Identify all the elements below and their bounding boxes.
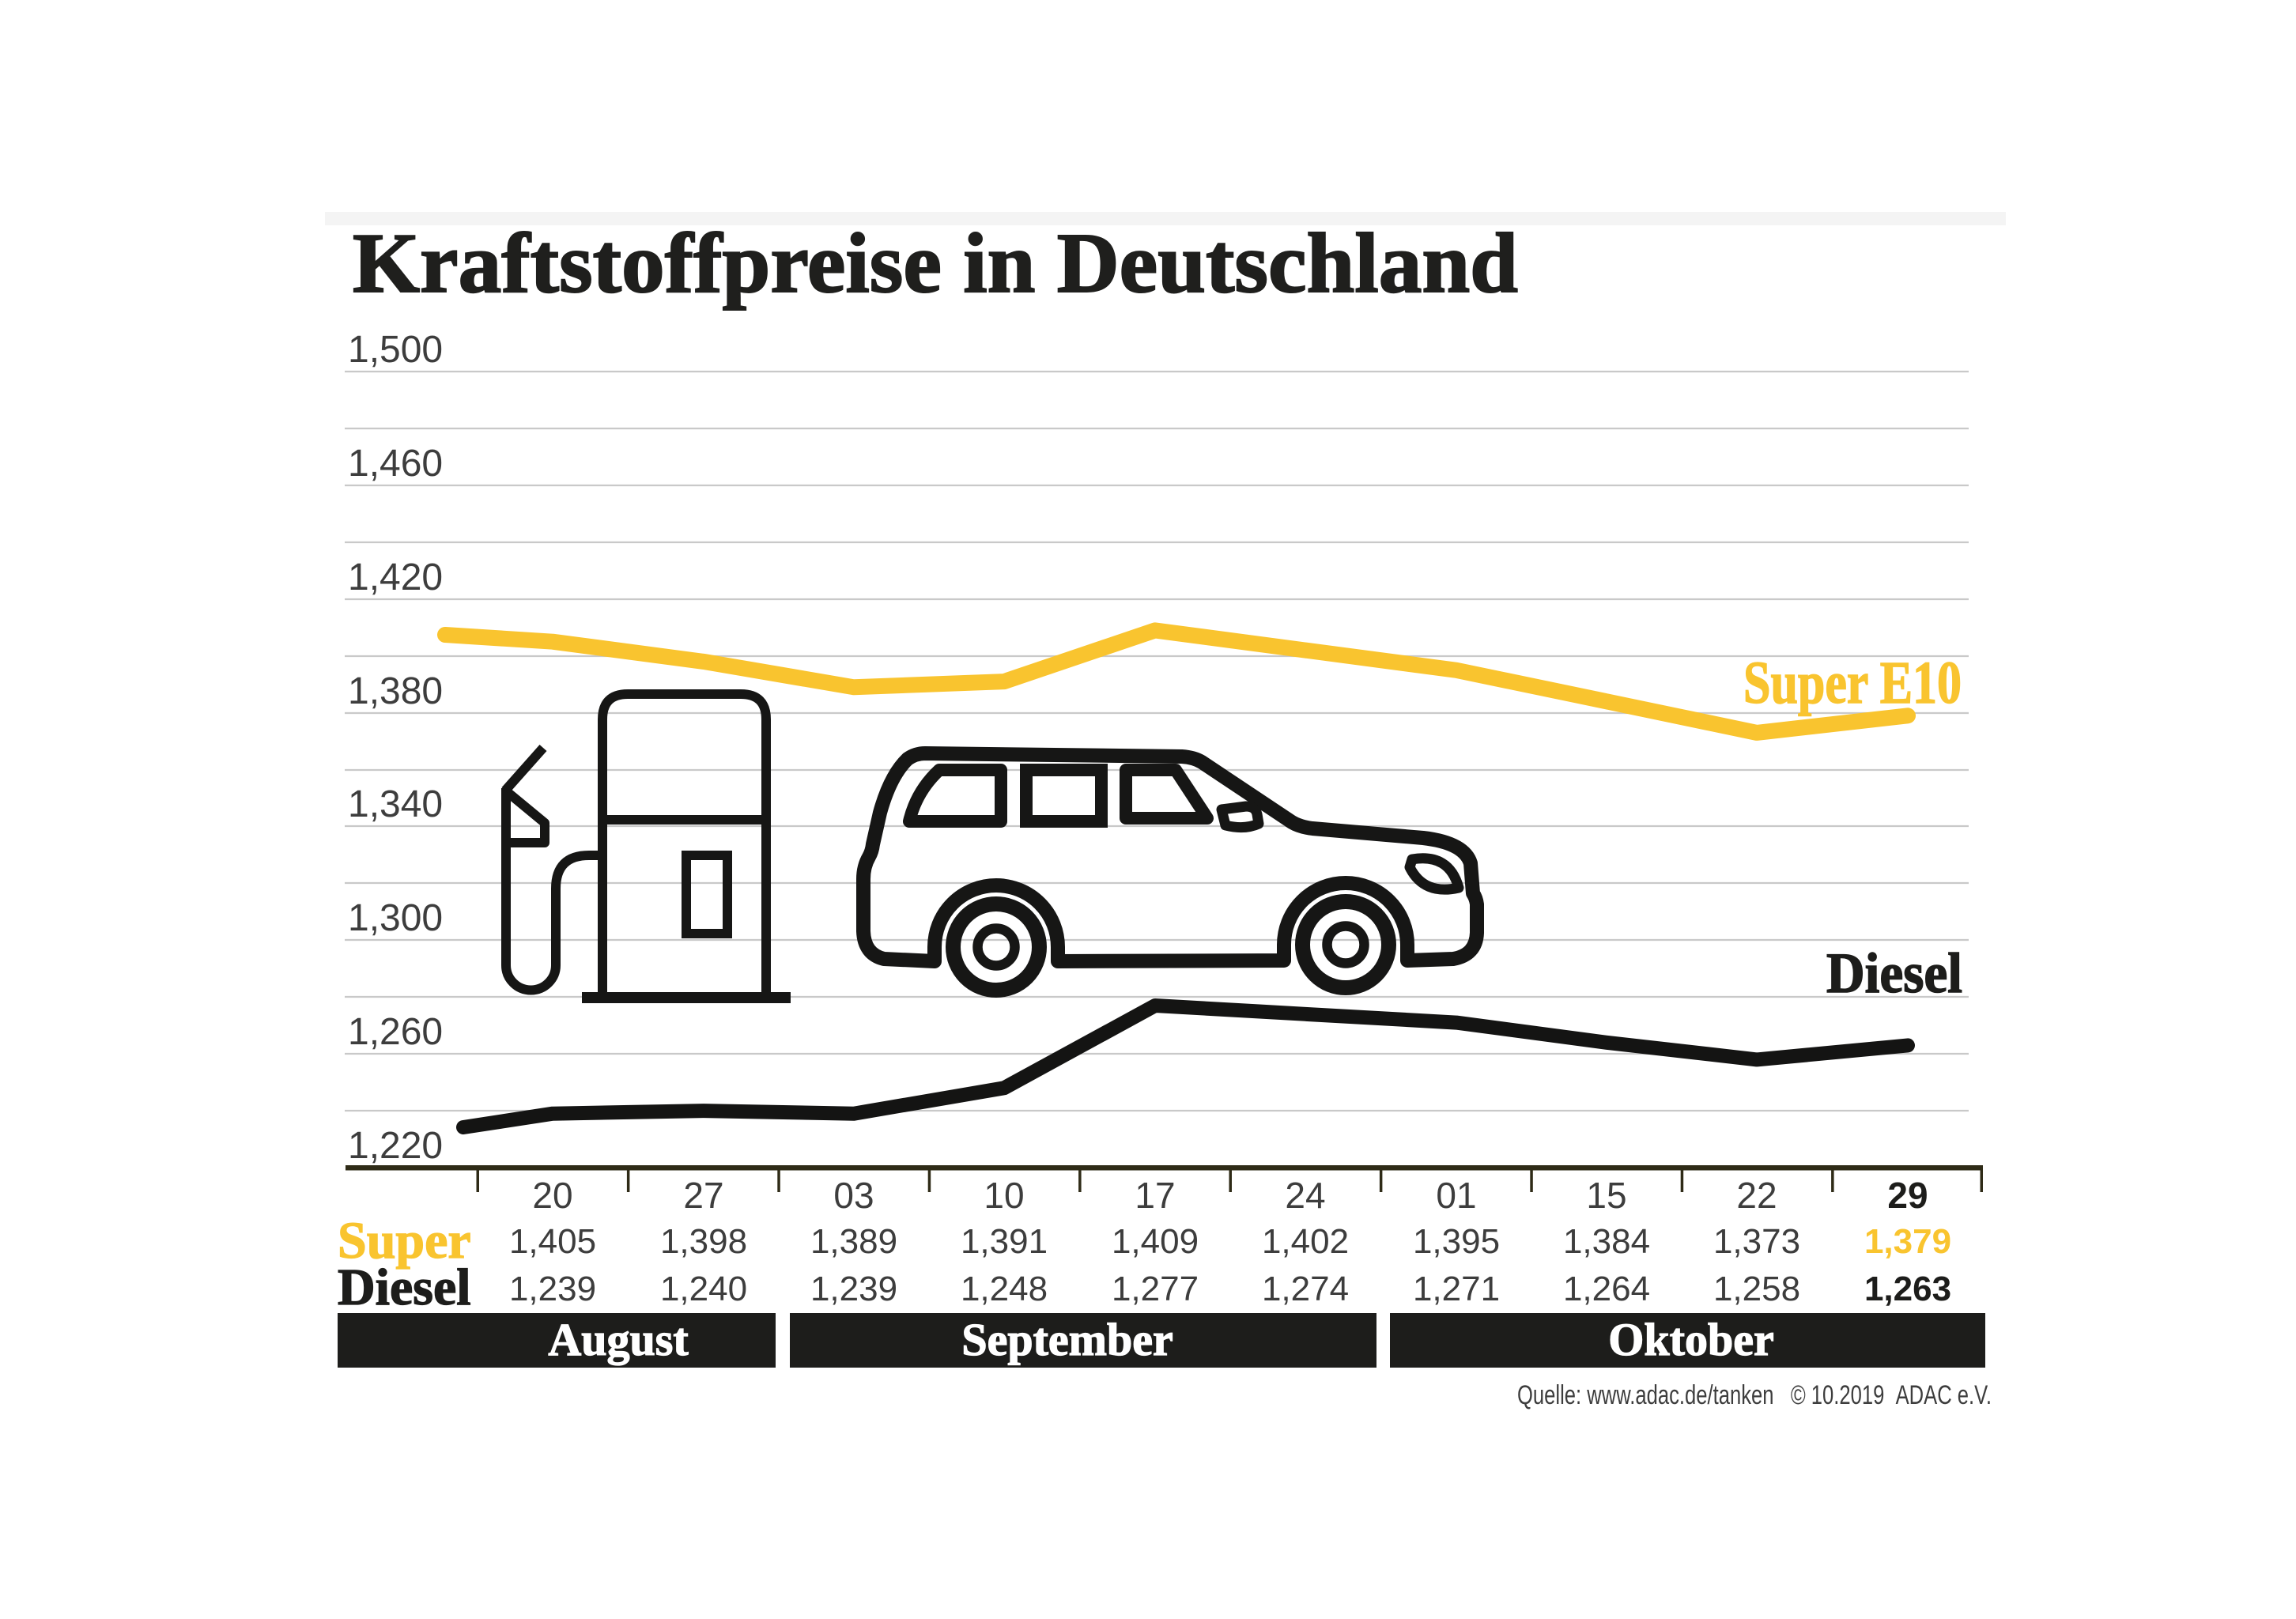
svg-text:1,460: 1,460 <box>348 443 443 485</box>
svg-text:1,500: 1,500 <box>348 329 443 371</box>
svg-text:1,405: 1,405 <box>509 1222 596 1261</box>
svg-text:1,263: 1,263 <box>1864 1270 1951 1308</box>
svg-text:1,239: 1,239 <box>810 1270 897 1308</box>
svg-text:1,239: 1,239 <box>509 1270 596 1308</box>
svg-text:20: 20 <box>532 1175 572 1216</box>
svg-text:1,373: 1,373 <box>1713 1222 1800 1261</box>
svg-text:1,258: 1,258 <box>1713 1270 1800 1308</box>
svg-text:27: 27 <box>683 1175 723 1216</box>
svg-text:1,264: 1,264 <box>1563 1270 1650 1308</box>
svg-text:17: 17 <box>1135 1175 1175 1216</box>
svg-text:1,271: 1,271 <box>1413 1270 1500 1308</box>
svg-text:Oktober: Oktober <box>1608 1314 1773 1365</box>
svg-text:15: 15 <box>1586 1175 1626 1216</box>
svg-text:Quelle: www.adac.de/tanken ©: Quelle: www.adac.de/tanken © 10.2019 ADA… <box>1517 1380 1992 1410</box>
svg-text:August: August <box>548 1314 689 1365</box>
svg-text:1,220: 1,220 <box>348 1125 443 1167</box>
svg-text:1,340: 1,340 <box>348 783 443 825</box>
svg-text:1,409: 1,409 <box>1112 1222 1199 1261</box>
svg-text:Diesel: Diesel <box>1826 942 1962 1005</box>
svg-text:1,380: 1,380 <box>348 670 443 712</box>
svg-text:1,248: 1,248 <box>961 1270 1048 1308</box>
svg-text:29: 29 <box>1887 1175 1928 1216</box>
svg-text:Super E10: Super E10 <box>1743 650 1962 716</box>
svg-text:1,379: 1,379 <box>1864 1222 1951 1261</box>
svg-text:1,384: 1,384 <box>1563 1222 1650 1261</box>
svg-text:Kraftstoffpreise in Deutschlan: Kraftstoffpreise in Deutschland <box>353 217 1518 311</box>
svg-text:1,240: 1,240 <box>660 1270 747 1308</box>
svg-text:03: 03 <box>833 1175 874 1216</box>
svg-text:Diesel: Diesel <box>338 1259 471 1316</box>
svg-text:1,420: 1,420 <box>348 557 443 598</box>
svg-text:24: 24 <box>1285 1175 1325 1216</box>
svg-text:1,389: 1,389 <box>810 1222 897 1261</box>
svg-text:1,277: 1,277 <box>1112 1270 1199 1308</box>
svg-text:1,391: 1,391 <box>961 1222 1048 1261</box>
svg-text:01: 01 <box>1436 1175 1476 1216</box>
svg-text:Super: Super <box>338 1212 471 1270</box>
svg-text:10: 10 <box>984 1175 1024 1216</box>
svg-text:1,274: 1,274 <box>1262 1270 1349 1308</box>
svg-text:1,300: 1,300 <box>348 897 443 939</box>
svg-text:September: September <box>961 1314 1173 1365</box>
svg-text:1,398: 1,398 <box>660 1222 747 1261</box>
svg-text:1,395: 1,395 <box>1413 1222 1500 1261</box>
svg-text:22: 22 <box>1736 1175 1777 1216</box>
svg-text:1,402: 1,402 <box>1262 1222 1349 1261</box>
svg-text:1,260: 1,260 <box>348 1011 443 1053</box>
